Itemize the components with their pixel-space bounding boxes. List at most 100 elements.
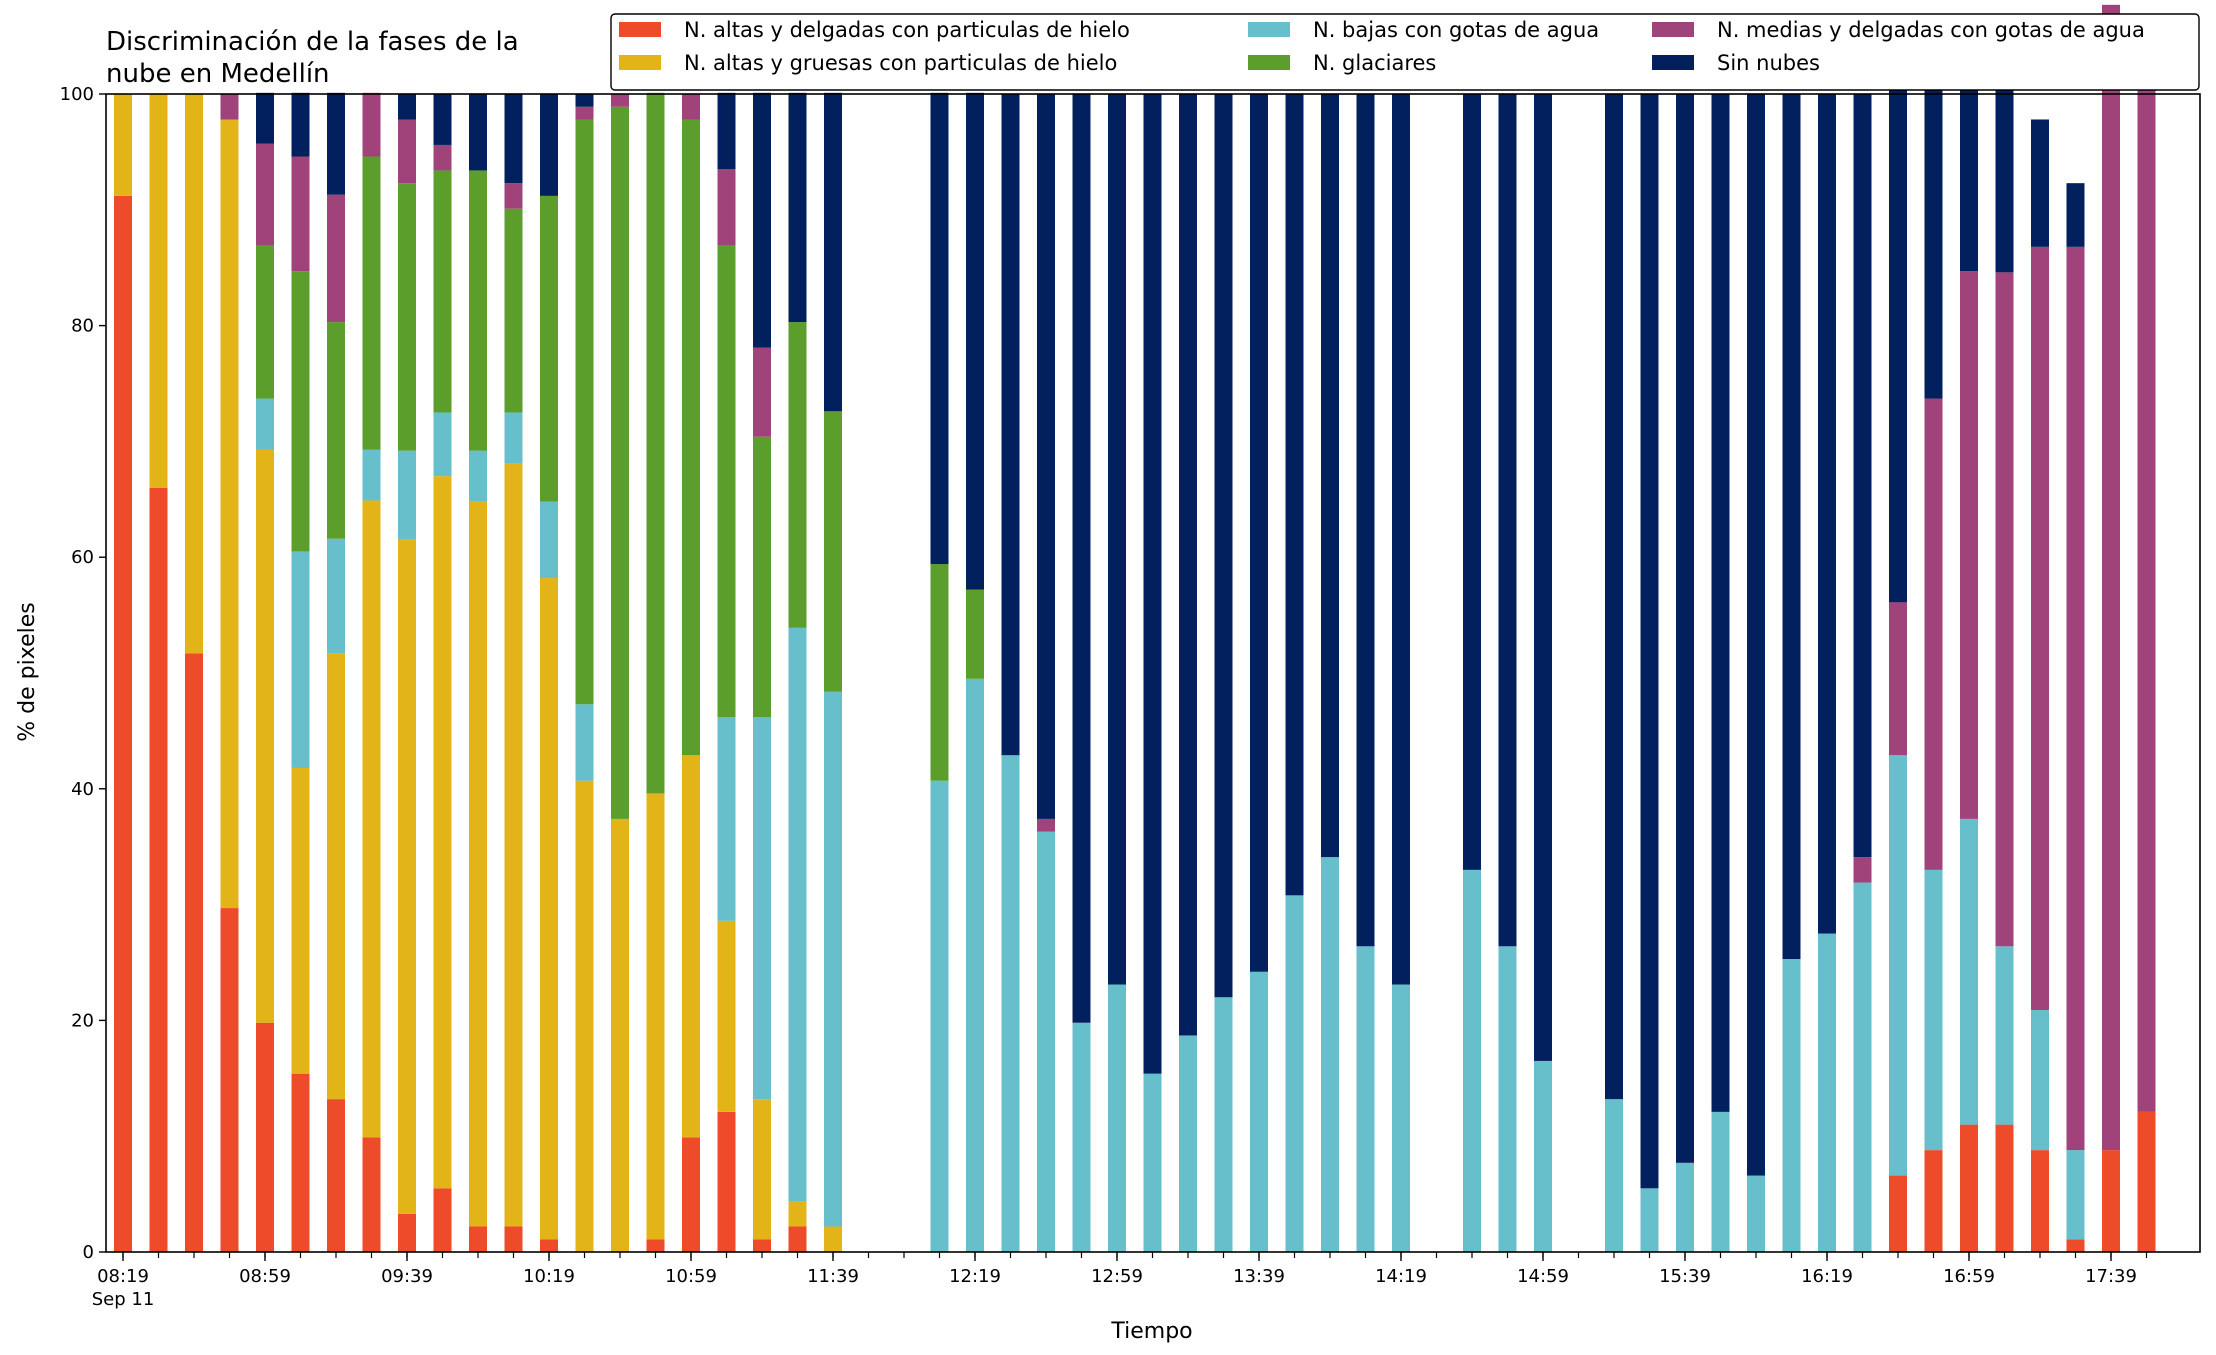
bar-segment-s5-1439 xyxy=(1463,94,1481,870)
bar-segment-s4-1709 xyxy=(1995,272,2014,947)
bar-segment-s3-0949 xyxy=(433,170,452,413)
x-tick-sublabel: Sep 11 xyxy=(92,1289,155,1310)
bar-segment-s0-1119 xyxy=(753,1239,771,1252)
bar-segment-s4-1649 xyxy=(1924,398,1943,870)
bar-segment-s4-0859 xyxy=(256,143,274,246)
bar-segment-s5-1409 xyxy=(1356,94,1375,947)
x-tick-label: 15:39 xyxy=(1659,1266,1711,1287)
bar-segment-s0-1009 xyxy=(504,1226,523,1252)
bar-segment-s2-1549 xyxy=(1711,1111,1730,1252)
bar-segment-s0-1719 xyxy=(2031,1150,2049,1252)
bar-segment-s1-0849 xyxy=(220,119,239,909)
bar-segment-s2-1309 xyxy=(1143,1073,1162,1252)
bar-segment-s5-1519 xyxy=(1605,94,1623,1100)
bar-segment-s0-1019 xyxy=(540,1239,558,1252)
bar-segment-s0-1639 xyxy=(1889,1175,1907,1252)
bar-segment-s5-1629 xyxy=(1853,94,1872,858)
bar-segment-s1-1109 xyxy=(717,920,736,1112)
bar-segment-s2-1649 xyxy=(1924,869,1943,1151)
bar-segment-s5-1619 xyxy=(1818,94,1836,934)
x-tick-label: 14:59 xyxy=(1517,1266,1569,1287)
bar-segment-s5-1139 xyxy=(824,92,842,412)
x-tick-label: 09:39 xyxy=(381,1266,433,1287)
y-tick-label: 20 xyxy=(71,1010,94,1031)
bar-segment-s2-1239 xyxy=(1037,831,1055,1252)
bar-segment-s2-0949 xyxy=(433,412,452,477)
bar-segment-s1-0949 xyxy=(433,476,452,1189)
bar-segment-s2-1519 xyxy=(1605,1099,1623,1252)
bar-segment-s2-1609 xyxy=(1782,959,1801,1252)
bar-segment-s5-1719 xyxy=(2031,119,2049,247)
bar-segment-s0-1729 xyxy=(2066,1239,2085,1252)
bar-segment-s3-1109 xyxy=(717,245,736,718)
chart-title-line-1: Discriminación de la fases de la xyxy=(106,27,519,57)
bar-segment-s4-1739 xyxy=(2102,4,2120,1151)
bar-segment-s3-0859 xyxy=(256,245,274,399)
x-tick-label: 10:19 xyxy=(523,1266,575,1287)
bar-segment-s2-1729 xyxy=(2066,1150,2085,1240)
bar-segment-s5-1019 xyxy=(540,94,558,196)
bar-segment-s2-1439 xyxy=(1463,869,1481,1252)
bar-segment-s2-1719 xyxy=(2031,1009,2049,1151)
bars-layer xyxy=(114,4,2156,1253)
bar-segment-s2-1409 xyxy=(1356,946,1375,1252)
bar-segment-s3-1029 xyxy=(575,119,594,705)
bar-segment-s0-0909 xyxy=(291,1073,310,1252)
bar-segment-s5-1559 xyxy=(1747,94,1765,1176)
bar-segment-s5-1349 xyxy=(1285,94,1304,896)
bar-segment-s5-1549 xyxy=(1711,94,1730,1112)
bar-segment-s4-1719 xyxy=(2031,246,2049,1010)
bar-segment-s1-0859 xyxy=(256,449,274,1023)
bar-segment-s5-1329 xyxy=(1214,94,1233,998)
bar-segment-s2-0959 xyxy=(469,450,487,502)
bar-segment-s4-1749 xyxy=(2137,55,2156,1112)
bar-segment-s2-1329 xyxy=(1214,997,1233,1252)
bar-segment-s3-0929 xyxy=(362,156,381,450)
bar-segment-s1-0839 xyxy=(185,94,203,654)
x-tick-label: 10:59 xyxy=(665,1266,717,1287)
bar-segment-s1-0919 xyxy=(327,653,345,1100)
bar-segment-s2-1459 xyxy=(1534,1060,1552,1252)
bar-segment-s5-1609 xyxy=(1782,94,1801,960)
bar-segment-s0-1129 xyxy=(788,1226,807,1252)
bar-segment-s0-1649 xyxy=(1924,1150,1943,1252)
bar-segment-s0-0829 xyxy=(149,487,168,1253)
bar-segment-s4-1059 xyxy=(682,94,700,120)
bar-segment-s0-1739 xyxy=(2102,1150,2120,1252)
bar-segment-s2-1529 xyxy=(1640,1188,1659,1252)
bar-segment-s3-1129 xyxy=(788,322,807,628)
bar-segment-s0-0939 xyxy=(398,1213,416,1252)
bar-segment-s5-1449 xyxy=(1498,94,1517,947)
bar-segment-s2-1109 xyxy=(717,717,736,921)
bar-segment-s2-1029 xyxy=(575,704,594,781)
bar-segment-s5-1419 xyxy=(1392,94,1410,985)
bar-segment-s5-1009 xyxy=(504,94,523,184)
legend-box xyxy=(610,13,2200,91)
legend-label-4: N. medias y delgadas con gotas de agua xyxy=(1717,18,2145,42)
bar-segment-s0-1109 xyxy=(717,1111,736,1252)
bar-segment-s0-0849 xyxy=(220,908,239,1252)
bar-segment-s2-1209 xyxy=(930,780,949,1252)
bar-segment-s0-0929 xyxy=(362,1137,381,1252)
legend-swatch-3 xyxy=(1248,55,1290,70)
bar-segment-s1-1019 xyxy=(540,578,558,1240)
bar-segment-s5-1219 xyxy=(966,92,984,590)
bar-segment-s4-1729 xyxy=(2066,246,2085,1151)
bar-segment-s5-1309 xyxy=(1143,94,1162,1074)
y-tick-label: 60 xyxy=(71,547,94,568)
bar-segment-s4-0849 xyxy=(220,94,239,120)
bar-segment-s2-1019 xyxy=(540,501,558,579)
bar-segment-s4-1659 xyxy=(1960,271,1978,819)
bar-segment-s3-1019 xyxy=(540,195,558,502)
bar-segment-s0-0919 xyxy=(327,1099,345,1252)
bar-segment-s2-1339 xyxy=(1250,971,1268,1252)
bar-segment-s2-1259 xyxy=(1108,984,1126,1252)
x-tick-label: 13:39 xyxy=(1233,1266,1285,1287)
bar-segment-s4-1109 xyxy=(717,169,736,246)
x-tick-label: 12:59 xyxy=(1091,1266,1143,1287)
bar-segment-s0-0839 xyxy=(185,653,203,1252)
x-tick-label: 11:39 xyxy=(807,1266,859,1287)
legend: N. altas y delgadas con particulas de hi… xyxy=(610,13,2200,91)
bar-segment-s5-1319 xyxy=(1179,94,1197,1036)
